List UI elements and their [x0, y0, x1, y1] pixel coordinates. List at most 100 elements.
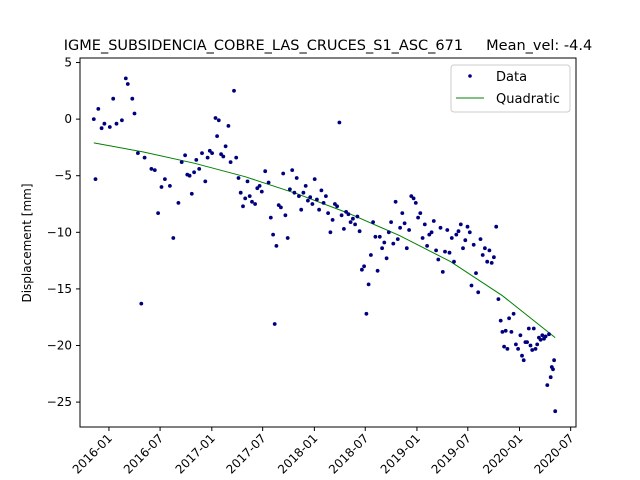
data-point — [342, 227, 346, 231]
data-point — [489, 261, 494, 265]
data-point — [255, 186, 260, 191]
data-point — [215, 134, 220, 139]
data-point — [373, 234, 378, 239]
data-point — [213, 116, 218, 120]
data-point — [102, 121, 107, 126]
data-point — [480, 253, 485, 257]
data-point — [375, 268, 380, 273]
data-point — [353, 222, 357, 227]
data-point — [192, 170, 197, 175]
data-point — [543, 334, 548, 339]
data-point — [250, 199, 254, 204]
data-point — [528, 343, 533, 348]
data-point — [132, 111, 137, 116]
data-point — [226, 124, 231, 128]
data-point — [384, 256, 389, 261]
data-point — [292, 190, 297, 195]
data-point — [346, 212, 351, 217]
data-point — [409, 194, 414, 199]
data-point — [241, 204, 245, 209]
data-point — [171, 236, 176, 240]
data-point — [194, 158, 199, 162]
y-tick-label: 5 — [64, 56, 72, 70]
data-point — [420, 236, 425, 240]
data-point — [366, 282, 371, 287]
data-point — [452, 259, 456, 264]
y-tick-label: 0 — [64, 112, 72, 126]
data-point — [526, 326, 531, 331]
data-point — [364, 311, 369, 316]
data-point — [315, 197, 319, 202]
data-point — [500, 330, 505, 334]
data-point — [456, 229, 461, 234]
data-point — [228, 160, 233, 165]
data-point — [310, 202, 315, 206]
data-point — [485, 259, 490, 264]
data-point — [308, 195, 313, 200]
data-point — [136, 151, 140, 156]
data-point — [393, 199, 398, 204]
data-point — [288, 187, 292, 192]
data-point — [245, 179, 250, 184]
data-point — [355, 214, 360, 219]
y-tick-label: −5 — [54, 169, 72, 183]
data-point — [391, 241, 396, 246]
data-point — [362, 264, 366, 269]
data-point — [96, 107, 101, 111]
data-point — [216, 118, 221, 123]
data-point — [540, 333, 545, 338]
y-tick-label: −20 — [47, 339, 72, 353]
data-point — [330, 218, 335, 222]
data-point — [303, 184, 308, 188]
data-point — [514, 342, 518, 347]
legend-data-marker — [468, 74, 472, 78]
data-point — [339, 213, 344, 218]
data-point — [236, 176, 241, 180]
data-point — [348, 220, 353, 225]
data-point — [168, 184, 172, 188]
data-point — [371, 220, 375, 225]
data-point — [351, 216, 355, 221]
data-point — [326, 211, 330, 216]
data-point — [463, 238, 468, 243]
data-point — [377, 234, 382, 239]
data-point — [301, 190, 306, 195]
data-point — [321, 201, 326, 205]
data-point — [521, 358, 526, 363]
data-point — [306, 198, 310, 203]
data-point — [266, 180, 271, 185]
data-point — [552, 358, 556, 363]
data-point — [449, 236, 454, 240]
data-point — [189, 191, 194, 196]
data-point — [494, 224, 499, 229]
data-point — [443, 249, 447, 254]
data-point — [274, 244, 279, 248]
data-point — [369, 253, 373, 257]
data-point — [483, 246, 487, 251]
legend-data-label: Data — [496, 70, 527, 85]
data-point — [416, 215, 420, 220]
data-point — [268, 215, 273, 220]
data-point — [357, 229, 362, 234]
data-point — [404, 246, 409, 251]
data-point — [431, 219, 436, 223]
y-tick-label: −10 — [47, 225, 72, 239]
y-tick-label: −15 — [47, 282, 72, 296]
data-point — [142, 155, 147, 160]
data-point — [436, 257, 441, 262]
data-point — [469, 283, 474, 288]
data-point — [324, 194, 328, 199]
data-point — [531, 326, 536, 331]
data-point — [203, 179, 208, 184]
data-point — [418, 211, 423, 216]
data-point — [380, 246, 384, 251]
data-point — [114, 121, 119, 126]
data-point — [402, 221, 407, 226]
data-point — [520, 353, 524, 358]
data-point — [386, 230, 391, 235]
data-point — [176, 201, 181, 205]
data-point — [210, 151, 215, 156]
data-point — [279, 205, 283, 210]
data-point — [502, 344, 506, 349]
